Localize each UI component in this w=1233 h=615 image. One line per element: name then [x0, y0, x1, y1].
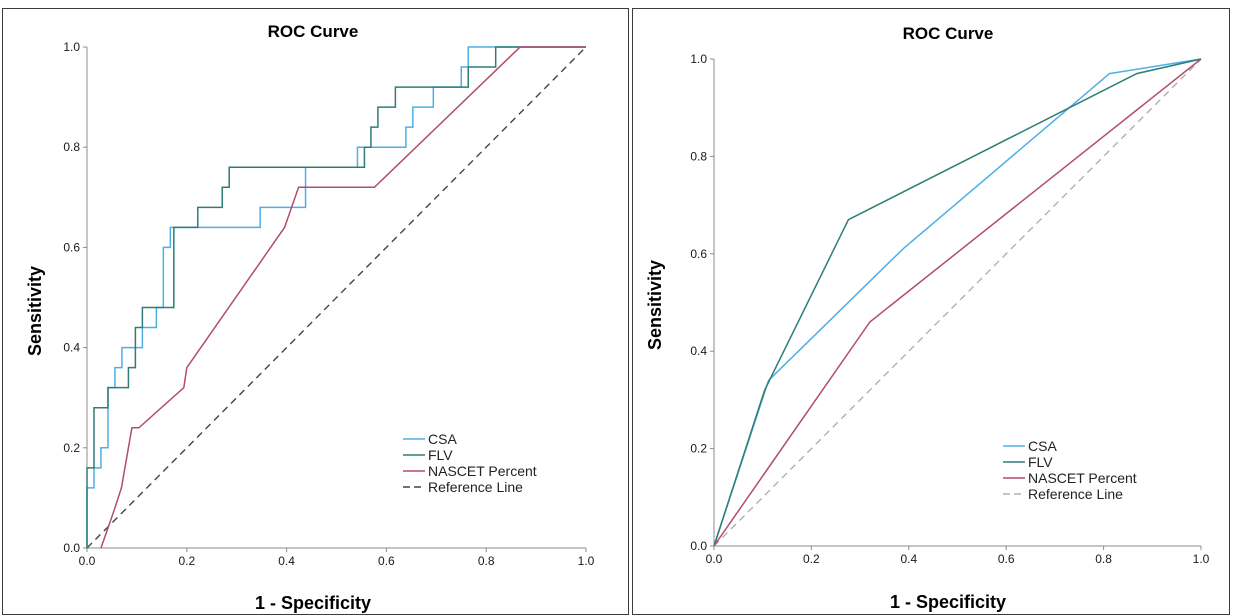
x-tick-label: 0.4: [278, 554, 295, 568]
y-tick-label: 0.4: [63, 341, 80, 355]
legend-label: CSA: [1028, 438, 1057, 454]
x-tick-label: 0.6: [998, 552, 1015, 566]
y-tick-label: 0.6: [63, 240, 80, 254]
x-tick-label: 0.0: [706, 552, 723, 566]
x-tick-label: 0.0: [79, 554, 96, 568]
roc-chart-left: ROC Curve 1 - Specificity Sensitivity 0.…: [25, 22, 595, 613]
y-tick-label: 1.0: [63, 40, 80, 54]
legend-label: FLV: [1028, 454, 1053, 470]
x-tick-label: 1.0: [1193, 552, 1210, 566]
x-tick-label: 0.8: [478, 554, 495, 568]
series-line-flv: [86, 46, 586, 548]
legend-label: FLV: [428, 447, 453, 463]
x-axis-label: 1 - Specificity: [890, 592, 1006, 612]
x-tick-label: 0.8: [1095, 552, 1112, 566]
y-tick-label: 0.2: [690, 442, 707, 456]
y-tick-label: 0.8: [690, 149, 707, 163]
legend-label: CSA: [428, 431, 457, 447]
y-axis-label: Sensitivity: [645, 260, 665, 350]
x-tick-label: 0.4: [900, 552, 917, 566]
series-line-flv: [713, 58, 1202, 547]
y-tick-label: 1.0: [690, 52, 707, 66]
x-tick-label: 0.2: [803, 552, 820, 566]
chart-title: ROC Curve: [268, 22, 359, 41]
series-line-reference-line: [86, 46, 587, 549]
x-tick-label: 0.6: [378, 554, 395, 568]
series-line-nascet-percent: [100, 46, 586, 549]
x-axis-label: 1 - Specificity: [255, 593, 371, 613]
series-line-nascet-percent: [713, 58, 1202, 547]
chart-title: ROC Curve: [903, 24, 994, 43]
x-tick-label: 0.2: [178, 554, 195, 568]
series-line-reference-line: [713, 58, 1202, 547]
y-tick-label: 0.8: [63, 140, 80, 154]
roc-chart-panel-left: ROC Curve 1 - Specificity Sensitivity 0.…: [2, 8, 629, 615]
x-tick-label: 1.0: [578, 554, 595, 568]
y-tick-label: 0.4: [690, 344, 707, 358]
roc-chart-panel-right: ROC Curve 1 - Specificity Sensitivity 0.…: [632, 8, 1230, 615]
series-line-csa: [86, 46, 586, 548]
legend-label: Reference Line: [1028, 486, 1123, 502]
y-tick-label: 0.0: [690, 539, 707, 553]
y-tick-label: 0.0: [63, 541, 80, 555]
legend-label: NASCET Percent: [1028, 470, 1137, 486]
y-tick-label: 0.2: [63, 441, 80, 455]
y-tick-label: 0.6: [690, 247, 707, 261]
roc-chart-right: ROC Curve 1 - Specificity Sensitivity 0.…: [645, 24, 1210, 612]
legend-label: Reference Line: [428, 479, 523, 495]
legend-label: NASCET Percent: [428, 463, 537, 479]
y-axis-label: Sensitivity: [25, 266, 45, 356]
